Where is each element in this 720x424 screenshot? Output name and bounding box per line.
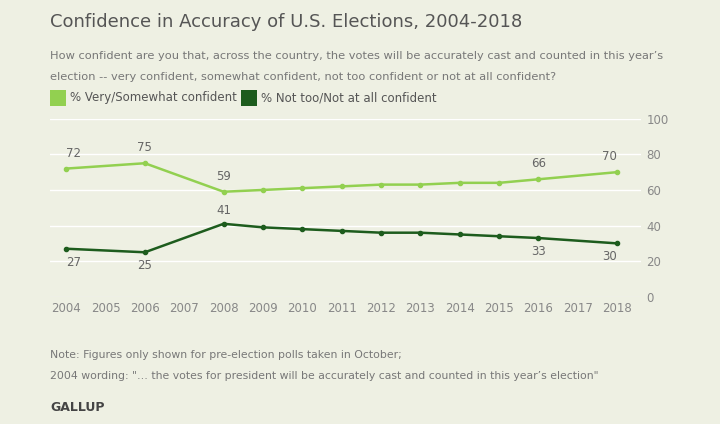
Text: How confident are you that, across the country, the votes will be accurately cas: How confident are you that, across the c… [50,51,664,61]
Text: election -- very confident, somewhat confident, not too confident or not at all : election -- very confident, somewhat con… [50,72,557,82]
Text: 59: 59 [216,170,231,183]
Text: 33: 33 [531,245,546,258]
Text: 41: 41 [216,204,231,217]
Text: 30: 30 [603,251,617,263]
Text: 25: 25 [138,259,153,272]
Text: Confidence in Accuracy of U.S. Elections, 2004-2018: Confidence in Accuracy of U.S. Elections… [50,13,523,31]
Text: 66: 66 [531,157,546,170]
Text: 70: 70 [603,150,617,163]
Text: Note: Figures only shown for pre-election polls taken in October;: Note: Figures only shown for pre-electio… [50,350,402,360]
Text: 27: 27 [66,256,81,269]
Text: % Very/Somewhat confident: % Very/Somewhat confident [70,91,237,104]
Text: GALLUP: GALLUP [50,401,105,414]
Text: 72: 72 [66,147,81,160]
Text: 2004 wording: "… the votes for president will be accurately cast and counted in : 2004 wording: "… the votes for president… [50,371,599,381]
Text: 75: 75 [138,141,153,154]
Text: % Not too/Not at all confident: % Not too/Not at all confident [261,91,436,104]
